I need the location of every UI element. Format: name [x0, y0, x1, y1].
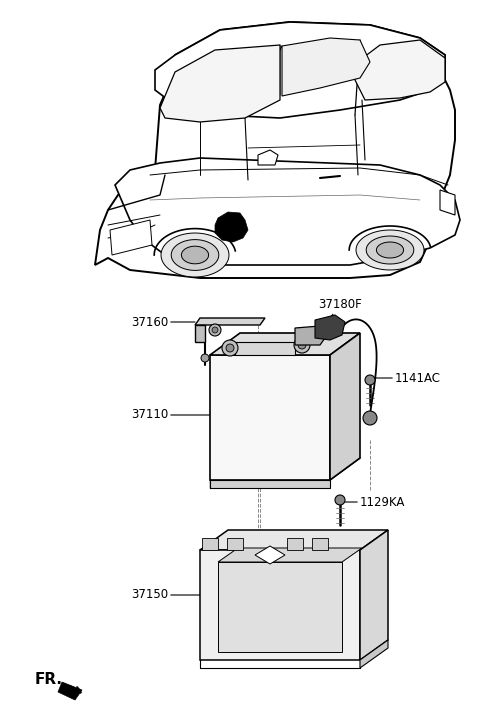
Polygon shape — [200, 530, 388, 550]
Polygon shape — [215, 212, 248, 242]
Polygon shape — [218, 562, 342, 652]
Polygon shape — [295, 326, 325, 345]
Polygon shape — [258, 150, 278, 165]
Polygon shape — [58, 682, 82, 700]
Polygon shape — [95, 22, 455, 278]
Polygon shape — [282, 38, 370, 96]
Polygon shape — [181, 246, 209, 264]
Circle shape — [201, 354, 209, 362]
Circle shape — [212, 327, 218, 333]
Polygon shape — [366, 236, 414, 264]
Polygon shape — [235, 342, 295, 355]
Text: 1129KA: 1129KA — [345, 496, 406, 508]
Polygon shape — [355, 40, 445, 100]
Polygon shape — [227, 538, 243, 550]
Polygon shape — [330, 333, 360, 480]
Text: 1141AC: 1141AC — [376, 371, 441, 385]
Polygon shape — [115, 158, 460, 265]
Circle shape — [294, 337, 310, 353]
Polygon shape — [210, 480, 330, 488]
Circle shape — [209, 324, 221, 336]
Polygon shape — [202, 538, 218, 550]
Circle shape — [335, 495, 345, 505]
Polygon shape — [376, 242, 404, 258]
Text: 37160: 37160 — [131, 316, 195, 329]
Circle shape — [222, 340, 238, 356]
Polygon shape — [161, 233, 229, 277]
Polygon shape — [160, 45, 280, 122]
Polygon shape — [195, 325, 205, 342]
Polygon shape — [210, 355, 330, 480]
Polygon shape — [287, 538, 303, 550]
Polygon shape — [200, 550, 360, 660]
Polygon shape — [110, 220, 152, 255]
Text: 37110: 37110 — [131, 409, 210, 422]
Polygon shape — [312, 538, 328, 550]
Polygon shape — [195, 318, 265, 325]
Circle shape — [298, 341, 306, 349]
Circle shape — [363, 411, 377, 425]
Polygon shape — [255, 546, 285, 564]
Text: 37150: 37150 — [131, 588, 200, 601]
Text: FR.: FR. — [35, 672, 63, 687]
Polygon shape — [360, 530, 388, 660]
Circle shape — [365, 375, 375, 385]
Polygon shape — [356, 230, 424, 270]
Circle shape — [226, 344, 234, 352]
Text: 37180F: 37180F — [318, 299, 362, 318]
Polygon shape — [315, 315, 345, 340]
Polygon shape — [360, 640, 388, 668]
Polygon shape — [440, 190, 455, 215]
Polygon shape — [171, 240, 219, 270]
Polygon shape — [155, 22, 445, 118]
Polygon shape — [218, 548, 362, 562]
Polygon shape — [210, 333, 360, 355]
